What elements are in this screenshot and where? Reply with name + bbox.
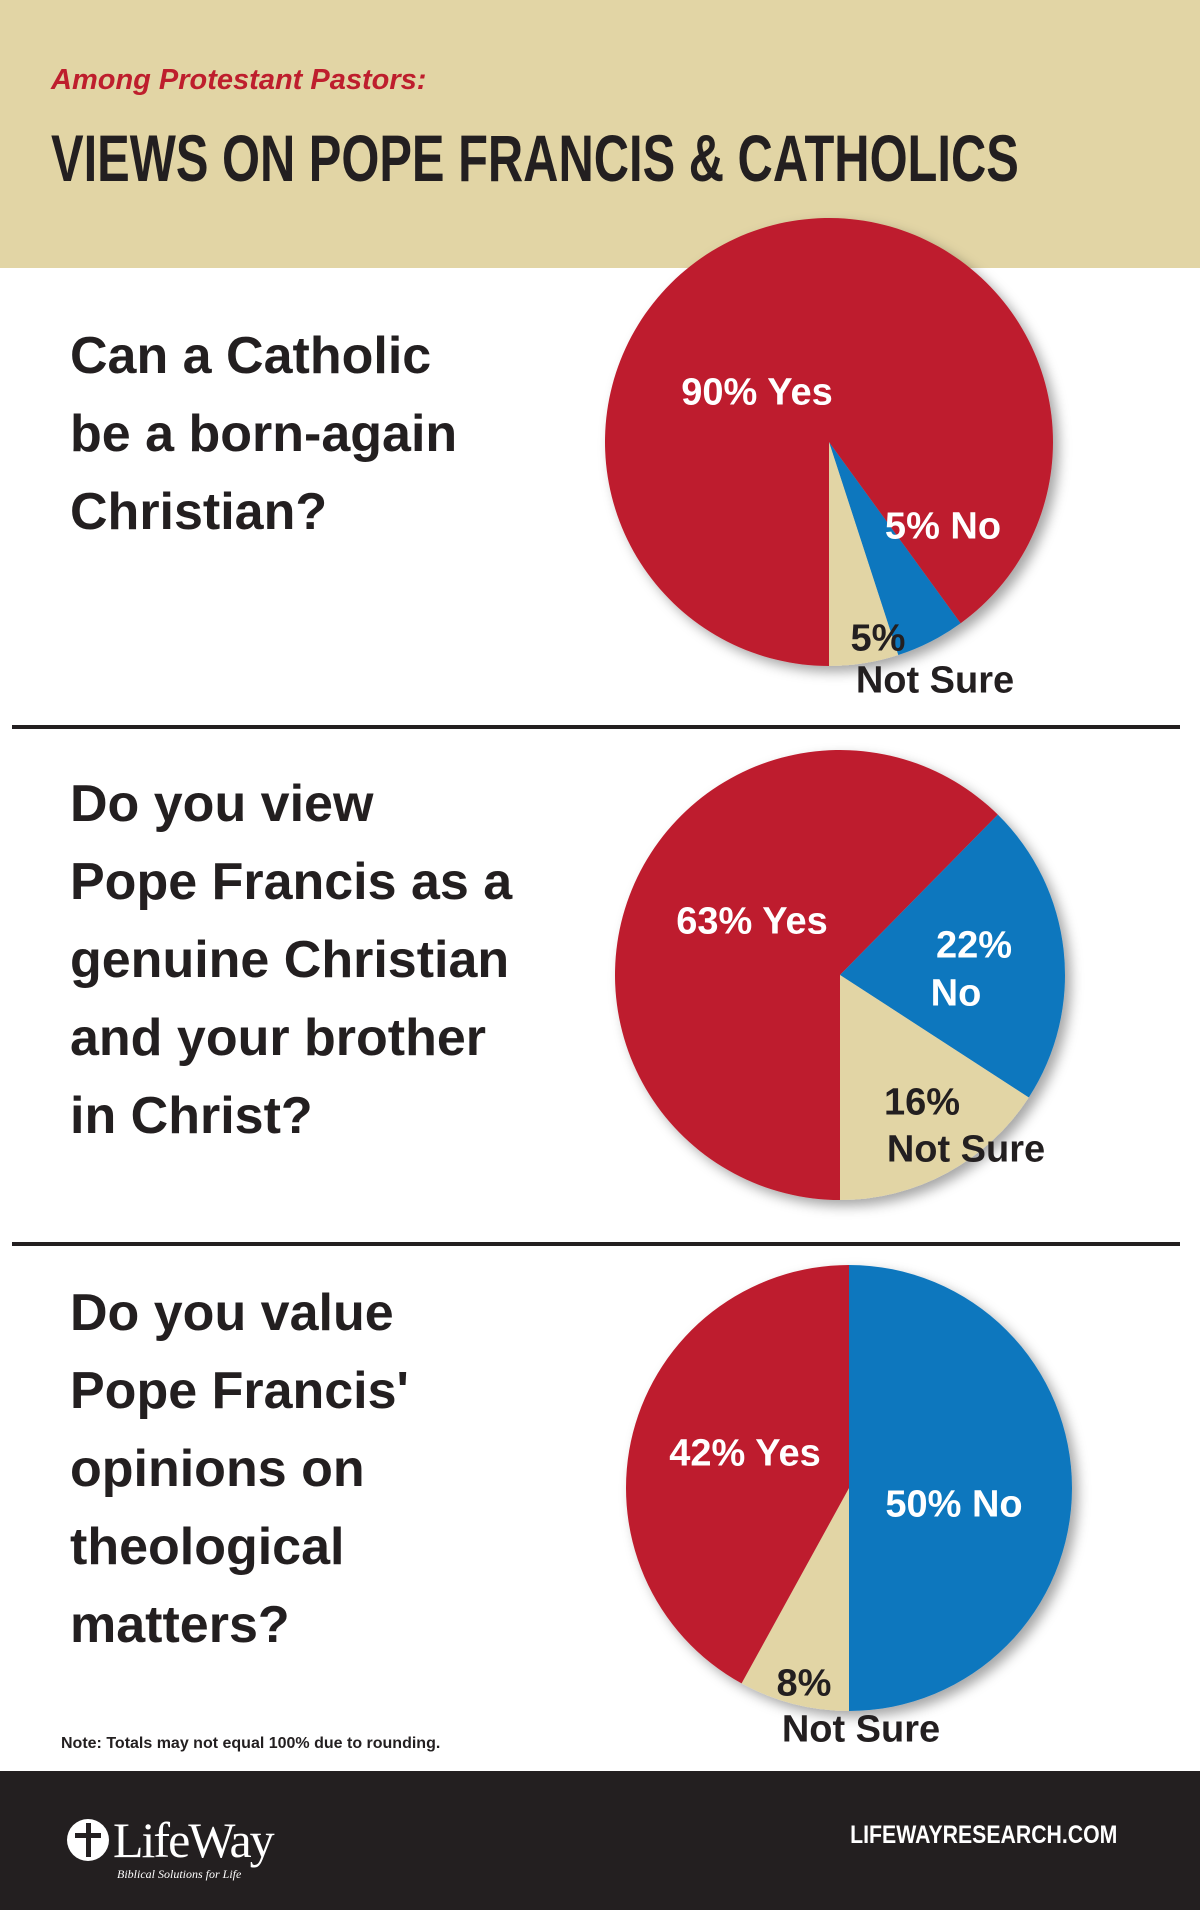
footnote: Note: Totals may not equal 100% due to r… bbox=[61, 1735, 441, 1752]
pie-1-slice-not-sure bbox=[829, 442, 899, 666]
pie-3-slice-yes bbox=[626, 1265, 849, 1684]
question-line: opinions on bbox=[70, 1440, 365, 1498]
question-line: genuine Christian bbox=[70, 931, 510, 989]
question-line: and your brother bbox=[70, 1009, 487, 1067]
pie-2-slice-not-sure bbox=[840, 975, 1029, 1200]
pie2-label-no-pct: 22% bbox=[935, 924, 1013, 967]
question-line: matters? bbox=[70, 1596, 290, 1654]
question-2: Do you view Pope Francis as a genuine Ch… bbox=[70, 765, 512, 1155]
pie3-label-no: 50% No bbox=[885, 1483, 1023, 1526]
pie-1-slice-no bbox=[829, 442, 961, 656]
pie-2-slice-no bbox=[840, 814, 1065, 1098]
question-line: theological bbox=[70, 1518, 345, 1576]
subtitle: Among Protestant Pastors: bbox=[51, 64, 427, 96]
logo-name: LifeWay bbox=[113, 1812, 275, 1868]
pie-3-slice-not-sure bbox=[741, 1488, 849, 1711]
logo-tagline: Biblical Solutions for Life bbox=[117, 1867, 242, 1881]
question-3: Do you value Pope Francis' opinions on t… bbox=[70, 1274, 409, 1664]
website-link[interactable]: LIFEWAYRESEARCH.COM bbox=[849, 1821, 1117, 1849]
pie-2 bbox=[615, 750, 1065, 1200]
question-line: Can a Catholic bbox=[70, 327, 432, 385]
pie-1-slice-yes bbox=[604, 217, 1053, 666]
question-line: Do you view bbox=[70, 775, 374, 833]
pie-2-slice-yes bbox=[615, 750, 998, 1200]
header-banner: Among Protestant Pastors: VIEWS ON POPE … bbox=[0, 0, 1200, 268]
question-line: in Christ? bbox=[70, 1087, 313, 1145]
question-line: be a born-again bbox=[70, 405, 458, 463]
pie-3-slice-no bbox=[849, 1265, 1072, 1711]
pie2-label-no: No bbox=[930, 972, 982, 1015]
pie-3 bbox=[626, 1265, 1072, 1711]
divider bbox=[12, 725, 1180, 729]
question-1: Can a Catholic be a born-again Christian… bbox=[70, 317, 457, 551]
pie-1 bbox=[604, 217, 1053, 666]
pie3-label-notsure: Not Sure bbox=[781, 1708, 941, 1751]
pie3-label-notsure-pct: 8% bbox=[776, 1662, 832, 1705]
pie3-label-yes: 42% Yes bbox=[669, 1432, 821, 1475]
pie1-label-no: 5% No bbox=[884, 505, 1002, 548]
pie1-label-yes: 90% Yes bbox=[681, 371, 833, 414]
question-line: Do you value bbox=[70, 1284, 394, 1342]
pie2-label-yes: 63% Yes bbox=[676, 900, 828, 943]
question-line: Pope Francis' bbox=[70, 1362, 409, 1420]
question-line: Pope Francis as a bbox=[70, 853, 513, 911]
cross-logo-icon bbox=[67, 1819, 109, 1861]
pie1-label-notsure-pct: 5% bbox=[850, 617, 906, 660]
divider bbox=[12, 1242, 1180, 1246]
pie1-label-notsure: Not Sure bbox=[855, 659, 1015, 702]
pie2-label-notsure: Not Sure bbox=[886, 1128, 1046, 1171]
question-line: Christian? bbox=[70, 483, 328, 541]
pie2-label-notsure-pct: 16% bbox=[883, 1081, 961, 1124]
page-title: VIEWS ON POPE FRANCIS & CATHOLICS bbox=[51, 121, 1019, 195]
footer: LifeWay Biblical Solutions for Life LIFE… bbox=[0, 1771, 1200, 1910]
